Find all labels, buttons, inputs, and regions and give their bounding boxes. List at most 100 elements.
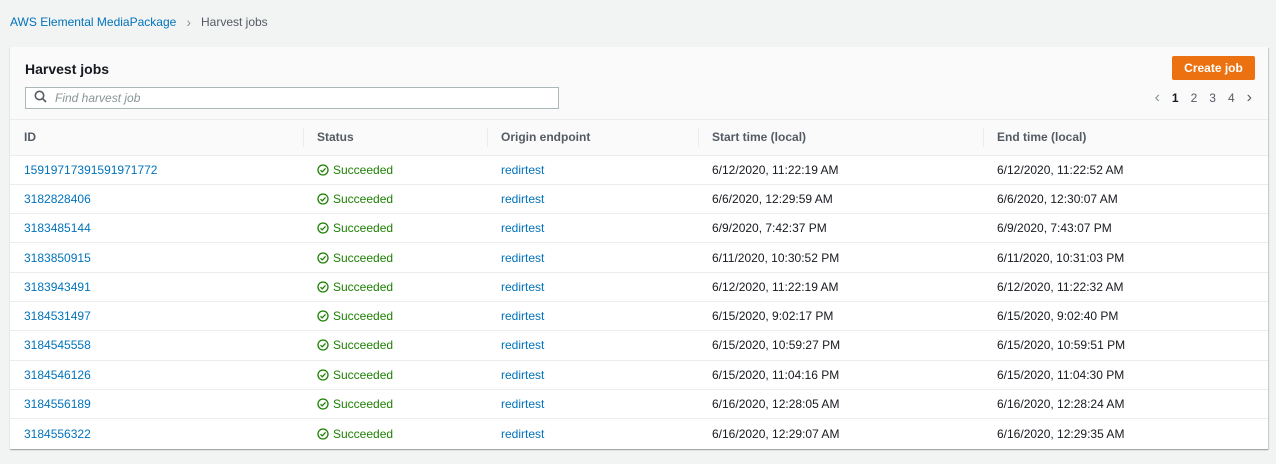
create-job-button[interactable]: Create job [1172,56,1255,80]
end-time: 6/11/2020, 10:31:03 PM [983,242,1268,273]
end-time: 6/9/2020, 7:43:07 PM [983,213,1268,244]
table-row: 3183943491 Succeeded redirtest 6/12/2020, 1… [10,272,1268,302]
status-badge: Succeeded [317,338,487,352]
chevron-left-icon[interactable]: ‹ [1154,89,1160,106]
start-time: 6/16/2020, 12:29:07 AM [712,426,840,441]
job-id-link[interactable]: 3184556322 [24,426,91,441]
status-badge: Succeeded [317,427,487,441]
table-row: 3183485144 Succeeded redirtest 6/9/2020, 7:… [10,213,1268,244]
start-time: 6/12/2020, 11:22:19 AM [698,272,983,302]
end-time: 6/12/2020, 11:22:52 AM [983,155,1268,185]
start-time: 6/16/2020, 12:28:05 AM [698,389,983,420]
page-4[interactable]: 4 [1227,91,1235,105]
start-time: 6/15/2020, 10:59:27 PM [698,330,983,361]
origin-endpoint-link[interactable]: redirtest [501,367,545,382]
job-id-link[interactable]: 3184556189 [24,397,91,412]
panel-header: Harvest jobs Create job ‹ 1 2 3 4 › [10,47,1268,120]
check-circle-icon [317,398,329,410]
check-circle-icon [317,251,329,264]
origin-endpoint-link[interactable]: redirtest [501,191,545,206]
end-time: 6/12/2020, 11:22:32 AM [983,272,1268,302]
check-circle-icon [317,193,329,205]
job-id-link[interactable]: 3184545558 [24,338,91,353]
check-circle-icon [317,369,329,381]
start-time: 6/6/2020, 12:29:59 AM [698,184,983,215]
page-2[interactable]: 2 [1190,91,1198,105]
status-text: Succeeded [333,162,394,177]
column-header-start[interactable]: Start time (local) [698,120,983,156]
table-row: 3184545558 Succeeded redirtest 6/15/2020, 1… [10,330,1268,361]
job-id-link[interactable]: 3184546126 [24,367,91,382]
search-input[interactable] [55,91,535,105]
status-badge: Succeeded [317,397,487,411]
end-time: 6/15/2020, 11:04:30 PM [983,360,1268,390]
check-circle-icon [317,310,329,322]
table-row: 3184546126 Succeeded redirtest 6/15/2020, 1… [10,360,1268,390]
origin-endpoint-link[interactable]: redirtest [501,309,545,324]
job-id-link[interactable]: 3183943491 [24,279,91,294]
status-badge: Succeeded [317,221,487,235]
search-box[interactable] [25,87,559,109]
job-id-link[interactable]: 15919717391591971772 [24,162,158,177]
chevron-right-icon[interactable]: › [1246,89,1252,106]
breadcrumb: AWS Elemental MediaPackage › Harvest job… [10,14,268,30]
status-text: Succeeded [333,338,394,353]
check-circle-icon [317,427,329,440]
status-badge: Succeeded [317,163,487,177]
start-time: 6/12/2020, 11:22:19 AM [698,155,983,185]
page-1[interactable]: 1 [1171,91,1179,105]
check-circle-icon [317,281,329,293]
start-time: 6/9/2020, 7:42:37 PM [698,213,983,244]
status-text: Succeeded [333,191,394,206]
origin-endpoint-link[interactable]: redirtest [501,338,545,353]
origin-endpoint-link[interactable]: redirtest [501,426,545,441]
job-id-link[interactable]: 3182828406 [24,191,91,206]
end-time: 6/15/2020, 10:59:51 PM [983,330,1268,361]
status-text: Succeeded [333,221,394,236]
status-badge: Succeeded [317,192,487,206]
origin-endpoint-link[interactable]: redirtest [501,221,545,236]
start-time: 6/11/2020, 10:30:52 PM [698,242,983,273]
table-row: 3182828406 Succeeded redirtest 6/6/2020, 12… [10,184,1268,215]
status-text: Succeeded [333,367,394,382]
status-text: Succeeded [333,250,394,265]
end-time: 6/6/2020, 12:30:07 AM [983,184,1268,215]
origin-endpoint-link[interactable]: redirtest [501,397,545,412]
status-badge: Succeeded [317,280,487,294]
status-text: Succeeded [333,309,394,324]
start-time: 6/15/2020, 9:02:17 PM [698,301,983,332]
harvest-jobs-panel: Harvest jobs Create job ‹ 1 2 3 4 › ID S… [10,47,1268,449]
job-id-link[interactable]: 3183850915 [24,250,91,265]
status-text: Succeeded [333,397,394,412]
harvest-jobs-table: ID Status Origin endpoint Start time (lo… [10,120,1268,448]
status-text: Succeeded [333,279,394,294]
job-id-link[interactable]: 3184531497 [24,309,91,324]
status-badge: Succeeded [317,368,487,382]
table-row: 15919717391591971772 Succeeded redirtest 6/… [10,155,1268,185]
origin-endpoint-link[interactable]: redirtest [501,279,545,294]
column-header-end[interactable]: End time (local) [983,120,1268,156]
breadcrumb-current: Harvest jobs [200,15,268,29]
column-header-status[interactable]: Status [303,120,487,156]
start-time: 6/15/2020, 11:04:16 PM [698,360,983,390]
end-time: 6/15/2020, 9:02:40 PM [983,301,1268,332]
status-text: Succeeded [333,426,394,441]
status-badge: Succeeded [317,251,487,265]
chevron-right-icon: › [186,14,191,30]
table-row: 3184556189 Succeeded redirtest 6/16/2020, 1… [10,389,1268,420]
origin-endpoint-link[interactable]: redirtest [501,162,545,177]
job-id-link[interactable]: 3183485144 [24,221,91,236]
breadcrumb-root-link[interactable]: AWS Elemental MediaPackage [10,15,177,29]
end-time: 6/16/2020, 12:28:24 AM [983,389,1268,420]
end-time: 6/16/2020, 12:29:35 AM [997,426,1125,441]
pagination: ‹ 1 2 3 4 › [1155,89,1252,107]
page-3[interactable]: 3 [1209,91,1216,105]
status-badge: Succeeded [317,309,487,323]
check-circle-icon [317,339,329,352]
column-header-origin[interactable]: Origin endpoint [487,120,698,156]
column-header-id[interactable]: ID [10,120,303,156]
check-circle-icon [317,222,329,234]
table-row: 3184531497 Succeeded redirtest 6/15/2020, 9… [10,301,1268,332]
table-row: 3184556322 Succeeded redirtest 6/16/2020, 1… [10,419,1268,448]
origin-endpoint-link[interactable]: redirtest [501,250,545,265]
